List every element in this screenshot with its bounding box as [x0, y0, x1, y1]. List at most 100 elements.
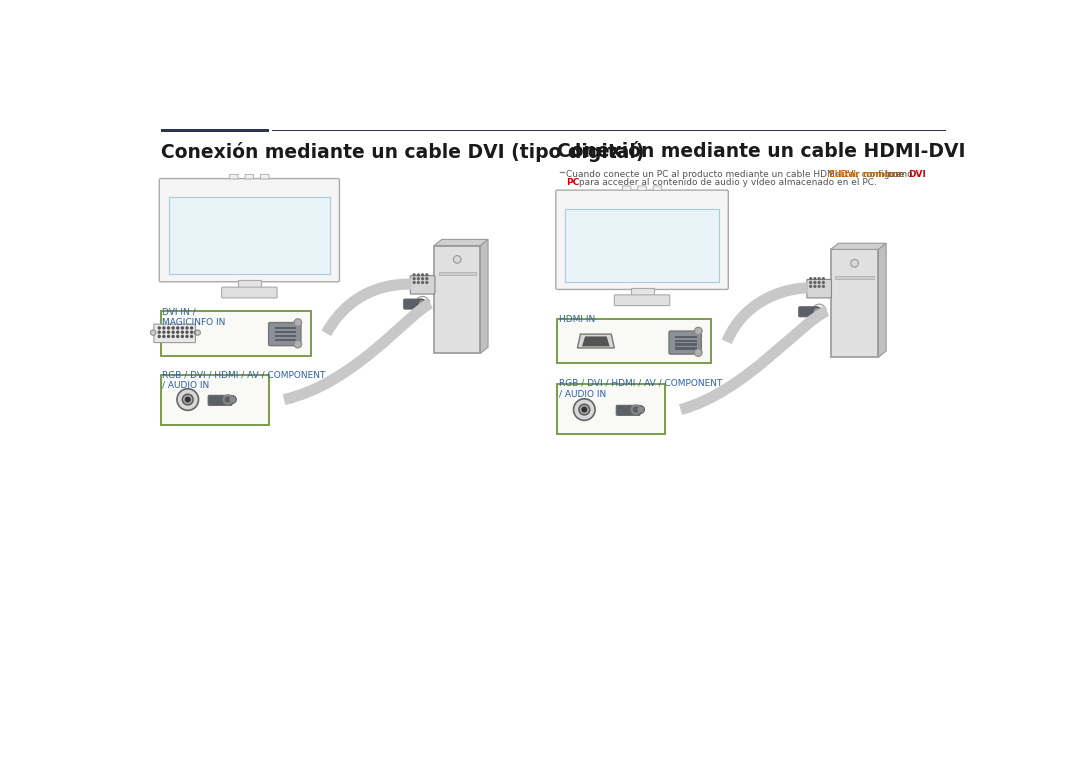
Circle shape	[814, 285, 815, 288]
Circle shape	[186, 336, 188, 337]
Circle shape	[694, 349, 702, 356]
Circle shape	[819, 278, 820, 279]
Circle shape	[454, 256, 461, 263]
Circle shape	[823, 285, 824, 288]
Circle shape	[190, 327, 192, 329]
Polygon shape	[481, 240, 488, 353]
Circle shape	[416, 296, 430, 311]
Circle shape	[194, 330, 198, 334]
Circle shape	[582, 407, 586, 412]
FancyBboxPatch shape	[245, 174, 254, 179]
FancyBboxPatch shape	[675, 347, 697, 349]
Circle shape	[190, 331, 192, 333]
FancyBboxPatch shape	[631, 288, 653, 295]
FancyBboxPatch shape	[168, 197, 330, 274]
Circle shape	[414, 274, 415, 275]
FancyBboxPatch shape	[434, 246, 481, 353]
FancyBboxPatch shape	[269, 323, 301, 346]
FancyBboxPatch shape	[622, 186, 631, 191]
Circle shape	[814, 282, 815, 283]
Circle shape	[181, 331, 184, 333]
Text: Editar nombre: Editar nombre	[828, 170, 902, 179]
Text: DVI: DVI	[908, 170, 926, 179]
Circle shape	[813, 307, 821, 315]
FancyBboxPatch shape	[675, 343, 697, 346]
Circle shape	[421, 274, 423, 275]
Circle shape	[294, 319, 301, 327]
Circle shape	[167, 336, 170, 337]
Circle shape	[426, 278, 428, 279]
Circle shape	[186, 398, 190, 402]
Circle shape	[421, 278, 423, 279]
FancyBboxPatch shape	[557, 384, 665, 434]
Circle shape	[177, 331, 179, 333]
Circle shape	[183, 394, 193, 405]
Polygon shape	[878, 243, 886, 357]
FancyBboxPatch shape	[675, 343, 697, 346]
Circle shape	[159, 327, 160, 329]
Circle shape	[167, 327, 170, 329]
Circle shape	[810, 285, 811, 288]
Polygon shape	[434, 240, 488, 246]
Text: HDMI IN: HDMI IN	[558, 315, 595, 324]
Circle shape	[414, 282, 415, 283]
FancyBboxPatch shape	[638, 186, 646, 191]
FancyBboxPatch shape	[161, 128, 269, 131]
Circle shape	[190, 336, 192, 337]
Circle shape	[419, 299, 427, 307]
FancyBboxPatch shape	[230, 174, 239, 179]
Circle shape	[814, 278, 815, 279]
Circle shape	[637, 406, 645, 414]
Circle shape	[418, 299, 426, 307]
Circle shape	[159, 331, 160, 333]
FancyBboxPatch shape	[617, 405, 640, 415]
FancyBboxPatch shape	[274, 335, 296, 337]
Polygon shape	[578, 334, 615, 348]
Text: RGB / DVI / HDMI / AV / COMPONENT
/ AUDIO IN: RGB / DVI / HDMI / AV / COMPONENT / AUDI…	[558, 378, 723, 398]
Circle shape	[819, 282, 820, 283]
Circle shape	[181, 327, 184, 329]
Circle shape	[694, 327, 702, 335]
Circle shape	[229, 396, 237, 404]
Circle shape	[167, 331, 170, 333]
FancyBboxPatch shape	[238, 280, 261, 288]
Circle shape	[177, 327, 179, 329]
FancyBboxPatch shape	[831, 250, 878, 357]
Text: DVI IN /
MAGICINFO IN: DVI IN / MAGICINFO IN	[162, 307, 226, 327]
Circle shape	[414, 278, 415, 279]
Text: Conexión mediante un cable HDMI-DVI: Conexión mediante un cable HDMI-DVI	[557, 142, 966, 160]
Circle shape	[420, 298, 430, 308]
Circle shape	[294, 340, 301, 348]
FancyBboxPatch shape	[653, 186, 662, 191]
Circle shape	[181, 336, 184, 337]
FancyBboxPatch shape	[274, 331, 296, 333]
Circle shape	[186, 327, 188, 329]
FancyBboxPatch shape	[675, 336, 697, 338]
Circle shape	[810, 282, 811, 283]
Circle shape	[823, 282, 824, 283]
Circle shape	[418, 274, 419, 275]
Circle shape	[810, 278, 811, 279]
Circle shape	[426, 274, 428, 275]
FancyBboxPatch shape	[675, 340, 697, 342]
FancyBboxPatch shape	[615, 295, 670, 306]
Circle shape	[172, 327, 174, 329]
FancyBboxPatch shape	[404, 299, 423, 309]
FancyBboxPatch shape	[159, 179, 339, 282]
FancyBboxPatch shape	[565, 208, 719, 282]
FancyBboxPatch shape	[799, 307, 818, 317]
Circle shape	[195, 330, 201, 335]
FancyBboxPatch shape	[675, 336, 697, 338]
Circle shape	[819, 285, 820, 288]
Circle shape	[150, 330, 156, 335]
FancyBboxPatch shape	[675, 340, 697, 342]
Circle shape	[823, 278, 824, 279]
FancyBboxPatch shape	[208, 395, 232, 405]
FancyBboxPatch shape	[153, 324, 195, 343]
Polygon shape	[831, 243, 886, 250]
Circle shape	[163, 336, 165, 337]
Circle shape	[159, 336, 160, 337]
Circle shape	[172, 336, 174, 337]
FancyBboxPatch shape	[557, 319, 712, 363]
Text: Cuando conecte un PC al producto mediante un cable HDMI-DVI, configure: Cuando conecte un PC al producto mediant…	[566, 170, 907, 179]
